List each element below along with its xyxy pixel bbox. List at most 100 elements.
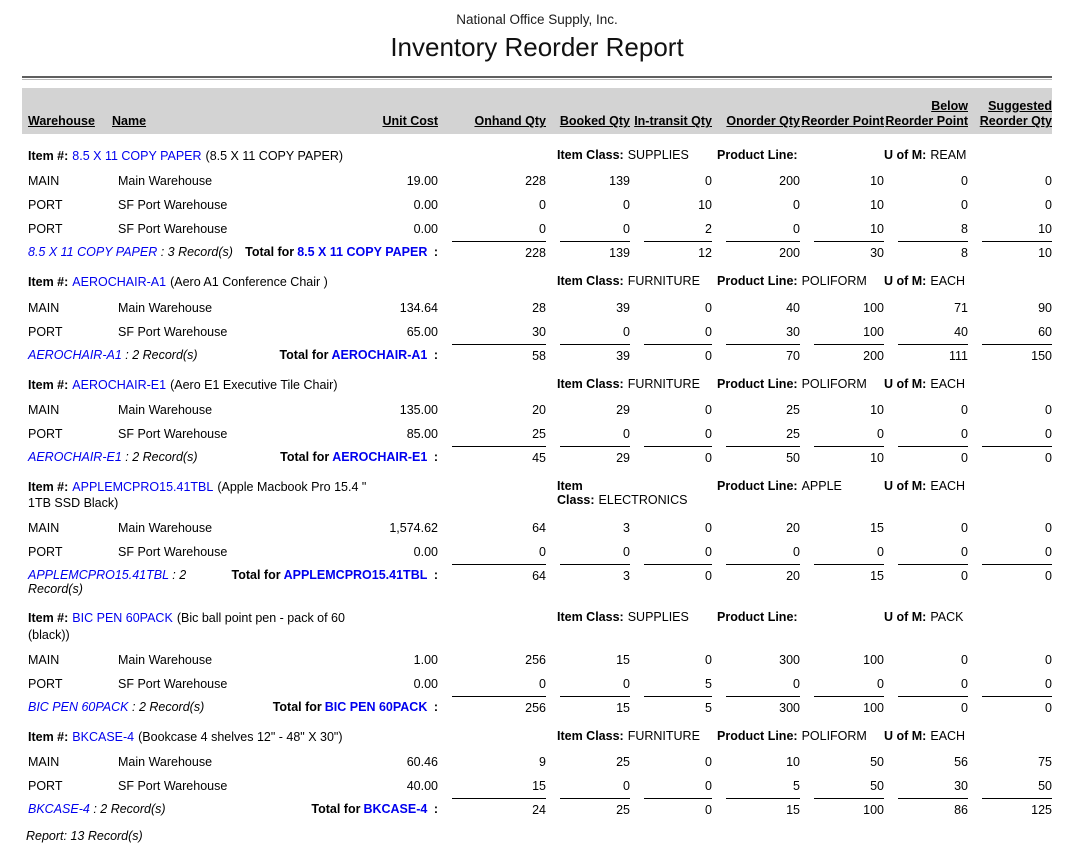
- product-line-label: Product Line:: [717, 376, 798, 391]
- uom-value: EACH: [930, 478, 966, 493]
- item-title-cell: Item #: 8.5 X 11 COPY PAPER (8.5 X 11 COPY…: [22, 134, 438, 169]
- group-total-cell: 50: [712, 445, 800, 465]
- group-total-cell: 5: [630, 695, 712, 715]
- qty-cell: 228: [525, 174, 546, 189]
- item-description: (Bic ball point pen - pack of 60 (black)…: [28, 611, 345, 642]
- report-body: Item #: 8.5 X 11 COPY PAPER (8.5 X 11 COPY…: [22, 134, 1052, 817]
- qty-cell: 0: [961, 545, 968, 560]
- item-code-link[interactable]: AEROCHAIR-A1: [72, 275, 167, 290]
- warehouse-name-cell: Main Warehouse: [118, 402, 213, 417]
- qty-cell: 0: [623, 545, 630, 560]
- item-title-cell: Item #: BKCASE-4 (Bookcase 4 shelves 12" -…: [22, 715, 438, 750]
- group-total-row: AEROCHAIR-E1 : 2 Record(s) Total for AEROC…: [22, 445, 1052, 465]
- col-onhand-qty: Onhand Qty: [474, 114, 546, 129]
- group-summary-cell: APPLEMCPRO15.41TBL : 2 Record(s) Total fo…: [22, 564, 438, 596]
- product-line-label: Product Line:: [717, 148, 798, 162]
- group-total-cell: 0: [884, 564, 968, 596]
- summary-item-code[interactable]: BKCASE-4: [28, 802, 90, 816]
- summary-item-code[interactable]: 8.5 X 11 COPY PAPER: [28, 245, 158, 260]
- uom-label: U of M:: [884, 274, 927, 289]
- qty-cell: 0: [705, 300, 712, 315]
- group-total-value: 139: [560, 241, 630, 260]
- group-total-cell: 0: [884, 695, 968, 715]
- uom-label: U of M:: [884, 376, 927, 391]
- qty-cell: 0: [1045, 174, 1052, 189]
- summary-record-count: 3 Record(s): [167, 245, 233, 260]
- group-total-value: 15: [814, 564, 884, 583]
- item-code-link[interactable]: 8.5 X 11 COPY PAPER: [72, 149, 202, 163]
- group-record-summary: APPLEMCPRO15.41TBL : 2 Record(s): [28, 568, 232, 596]
- product-line-cell: Product Line: POLIFORM: [712, 260, 884, 295]
- summary-separator: :: [128, 699, 139, 714]
- item-class-cell: Item Class: FURNITURE: [438, 715, 712, 750]
- col-booked-qty: Booked Qty: [559, 114, 630, 129]
- qty-cell: 10: [870, 402, 884, 417]
- item-class-cell: Item Class: ELECTRONICS: [438, 465, 712, 517]
- warehouse-name-cell: Main Warehouse: [118, 652, 213, 667]
- summary-record-count: 2 Record(s): [132, 449, 198, 464]
- summary-item-code[interactable]: APPLEMCPRO15.41TBL: [28, 568, 169, 583]
- qty-cell: 0: [539, 222, 546, 237]
- total-for-colon: :: [430, 449, 438, 464]
- total-for-item-code[interactable]: AEROCHAIR-A1: [331, 347, 428, 362]
- group-total-value: 200: [814, 343, 884, 363]
- unit-cost-cell: 40.00: [406, 779, 438, 793]
- total-for-text: Total for: [245, 245, 295, 260]
- qty-cell: 0: [705, 545, 712, 560]
- item-description: (Apple Macbook Pro 15.4 " 1TB SSD Black): [28, 479, 367, 510]
- qty-cell: 10: [786, 755, 800, 769]
- group-record-summary: AEROCHAIR-E1 : 2 Record(s): [28, 450, 198, 464]
- report-footer: Report: 13 Record(s): [26, 829, 143, 843]
- summary-item-code[interactable]: BIC PEN 60PACK: [28, 699, 129, 714]
- uom-value: REAM: [930, 148, 967, 162]
- group-total-value: 111: [898, 343, 968, 363]
- item-code-link[interactable]: AEROCHAIR-E1: [72, 377, 167, 392]
- qty-cell: 15: [870, 521, 884, 536]
- total-for-colon: :: [430, 347, 438, 362]
- group-total-cell: 15: [800, 564, 884, 596]
- item-code-link[interactable]: BIC PEN 60PACK: [72, 611, 173, 626]
- group-total-value: 0: [982, 564, 1052, 583]
- item-code-link[interactable]: BKCASE-4: [72, 729, 135, 744]
- qty-cell: 0: [877, 676, 884, 691]
- qty-cell: 64: [532, 521, 546, 536]
- summary-item-code[interactable]: AEROCHAIR-E1: [28, 449, 122, 464]
- qty-cell: 5: [705, 676, 712, 691]
- group-total-value: 10: [814, 445, 884, 465]
- group-total-row: BIC PEN 60PACK : 2 Record(s) Total for BIC…: [22, 695, 1052, 715]
- group-total-value: 0: [982, 695, 1052, 715]
- group-total-cell: 256: [438, 695, 546, 715]
- uom-label: U of M:: [884, 478, 927, 493]
- item-title: Item #: AEROCHAIR-E1 (Aero E1 Executive Ti…: [28, 377, 390, 393]
- group-summary-cell: 8.5 X 11 COPY PAPER : 3 Record(s) Total f…: [22, 241, 438, 260]
- group-total-value: 25: [560, 798, 630, 817]
- total-for-item-code[interactable]: AEROCHAIR-E1: [332, 449, 428, 464]
- qty-cell: 40: [786, 300, 800, 315]
- warehouse-code-cell: MAIN: [28, 402, 60, 417]
- group-total-value: 125: [982, 798, 1052, 817]
- group-total-cell: 58: [438, 343, 546, 363]
- item-code-link[interactable]: APPLEMCPRO15.41TBL: [72, 479, 214, 494]
- total-for-item-code[interactable]: BKCASE-4: [363, 802, 428, 816]
- item-title: Item #: APPLEMCPRO15.41TBL (Apple Macbook …: [28, 479, 390, 512]
- qty-cell: 0: [961, 676, 968, 691]
- summary-item-code[interactable]: AEROCHAIR-A1: [28, 347, 122, 362]
- item-class-value: FURNITURE: [627, 728, 700, 743]
- total-for-item-code[interactable]: BIC PEN 60PACK: [324, 699, 428, 714]
- group-total-value: 0: [644, 564, 712, 583]
- group-record-summary: BIC PEN 60PACK : 2 Record(s): [28, 700, 204, 714]
- group-total-row: 8.5 X 11 COPY PAPER : 3 Record(s) Total f…: [22, 241, 1052, 260]
- group-total-value: 24: [452, 798, 546, 817]
- group-total-value: 64: [452, 564, 546, 583]
- qty-cell: 0: [623, 198, 630, 213]
- col-intransit-qty: In-transit Qty: [634, 114, 712, 129]
- group-total-cell: 10: [800, 445, 884, 465]
- total-for-item-code[interactable]: 8.5 X 11 COPY PAPER: [297, 245, 428, 260]
- group-total-value: 0: [898, 445, 968, 465]
- col-unit-cost: Unit Cost: [382, 114, 438, 129]
- qty-cell: 100: [863, 300, 884, 315]
- group-total-cell: 15: [712, 798, 800, 817]
- total-for-item-code[interactable]: APPLEMCPRO15.41TBL: [283, 568, 428, 583]
- uom-cell: U of M: EACH: [884, 715, 1052, 750]
- summary-record-count: 2 Record(s): [28, 568, 187, 597]
